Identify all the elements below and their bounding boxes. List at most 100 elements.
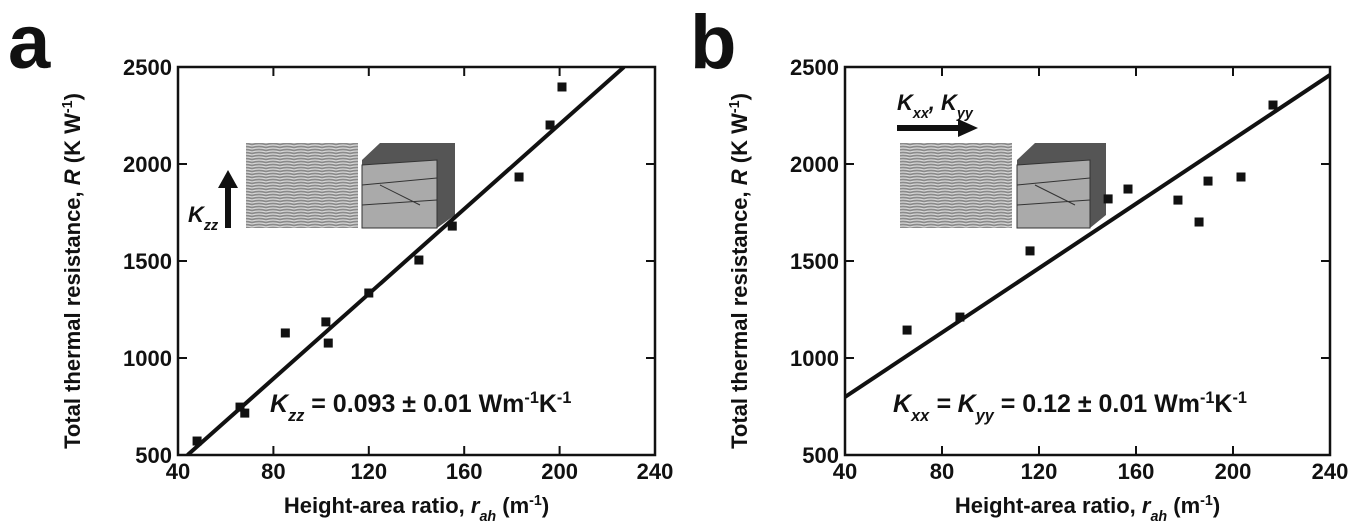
- text-part: Height-area ratio,: [284, 493, 471, 518]
- text-part: (K W: [727, 113, 752, 169]
- panel-letter: a: [8, 0, 51, 85]
- text-part: K: [270, 390, 290, 418]
- block-face: [361, 159, 438, 229]
- text-part: ): [60, 93, 85, 100]
- text-part: = K: [929, 390, 977, 418]
- data-point: [1194, 217, 1204, 227]
- x-tick-label: 80: [930, 459, 954, 484]
- data-point: [321, 317, 331, 327]
- x-axis-label: Height-area ratio, rah (m-1): [955, 493, 1220, 525]
- y-tick-label: 1500: [123, 249, 172, 274]
- arrow-label: Kzz: [188, 202, 219, 234]
- annotation: Kxx = Kyy = 0.12 ± 0.01 Wm-1K-1: [893, 389, 1247, 425]
- data-point: [557, 82, 567, 92]
- data-point: [192, 436, 202, 446]
- y-tick-label: 500: [135, 443, 172, 468]
- text-part: = 0.12 ± 0.01 Wm: [994, 390, 1200, 418]
- x-tick-label: 200: [541, 459, 578, 484]
- data-point: [1103, 194, 1113, 204]
- data-point: [955, 312, 965, 322]
- inset-a: [218, 143, 455, 229]
- text-part: K: [1214, 390, 1232, 418]
- text-part: K: [539, 390, 557, 418]
- text-part: yy: [956, 106, 974, 122]
- x-tick-label: 240: [1312, 459, 1349, 484]
- text-part: -1: [60, 100, 76, 113]
- data-point: [514, 172, 524, 182]
- text-part: Height-area ratio,: [955, 493, 1142, 518]
- block-lines: [361, 177, 438, 206]
- data-point: [1173, 195, 1183, 205]
- text-part: r: [1142, 493, 1152, 518]
- text-part: K: [897, 90, 915, 115]
- data-point: [545, 120, 555, 130]
- text-part: -1: [557, 389, 571, 407]
- x-tick-label: 200: [1215, 459, 1252, 484]
- data-point: [447, 221, 457, 231]
- y-tick-label: 500: [802, 443, 839, 468]
- text-part: yy: [975, 407, 995, 425]
- arrow-label: Kxx, Kyy: [897, 90, 974, 122]
- text-part: zz: [203, 218, 219, 234]
- y-tick-label: 1500: [790, 249, 839, 274]
- y-tick-label: 2000: [123, 152, 172, 177]
- x-tick-label: 120: [1021, 459, 1058, 484]
- micrograph: [900, 143, 1012, 228]
- plot-area: [186, 67, 626, 455]
- y-tick-label: 1000: [123, 346, 172, 371]
- x-tick-label: 40: [833, 459, 857, 484]
- y-tick-label: 2000: [790, 152, 839, 177]
- y-axis-label: Total thermal resistance, R (K W-1): [60, 93, 85, 449]
- data-point: [1123, 184, 1133, 194]
- text-part: Total thermal resistance,: [727, 185, 752, 449]
- y-tick-label: 2500: [790, 55, 839, 80]
- text-part: = 0.093 ± 0.01 Wm: [304, 390, 524, 418]
- inset-b: [897, 119, 1106, 229]
- text-part: -1: [1200, 389, 1214, 407]
- text-part: (m: [1167, 493, 1200, 518]
- data-point: [1236, 172, 1246, 182]
- plot-area: [845, 73, 1330, 399]
- text-part: K: [188, 202, 206, 227]
- text-part: -1: [1200, 493, 1213, 509]
- fit-line: [845, 73, 1330, 399]
- text-part: (K W: [60, 113, 85, 169]
- y-tick-label: 2500: [123, 55, 172, 80]
- x-tick-label: 160: [446, 459, 483, 484]
- text-part: ): [1213, 493, 1220, 518]
- annotation: Kzz = 0.093 ± 0.01 Wm-1K-1: [270, 389, 571, 425]
- text-part: K: [893, 390, 913, 418]
- fit-line: [186, 67, 626, 455]
- text-part: r: [471, 493, 481, 518]
- text-part: -1: [727, 100, 743, 113]
- y-axis-label: Total thermal resistance, R (K W-1): [727, 93, 752, 449]
- arrow-head: [218, 170, 238, 188]
- text-part: (m: [496, 493, 529, 518]
- x-axis-label: Height-area ratio, rah (m-1): [284, 493, 549, 525]
- text-part: ): [727, 93, 752, 100]
- x-tick-label: 40: [166, 459, 190, 484]
- y-tick-label: 1000: [790, 346, 839, 371]
- plot-frame: [176, 65, 657, 457]
- data-point: [1025, 246, 1035, 256]
- text-part: R: [60, 169, 85, 185]
- x-tick-label: 80: [261, 459, 285, 484]
- x-tick-label: 240: [637, 459, 674, 484]
- x-tick-label: 160: [1118, 459, 1155, 484]
- text-part: Total thermal resistance,: [60, 185, 85, 449]
- data-point: [1268, 100, 1278, 110]
- data-point: [414, 255, 424, 265]
- plot-frame: [843, 65, 1332, 457]
- data-point: [323, 338, 333, 348]
- text-part: , K: [928, 90, 959, 115]
- text-part: R: [727, 169, 752, 185]
- text-part: ah: [1150, 509, 1167, 525]
- text-part: zz: [287, 407, 305, 425]
- arrow-head: [958, 119, 978, 137]
- text-part: xx: [912, 106, 930, 122]
- panel-letter: b: [690, 0, 736, 85]
- block-lines: [1016, 177, 1091, 206]
- data-point: [1203, 176, 1213, 186]
